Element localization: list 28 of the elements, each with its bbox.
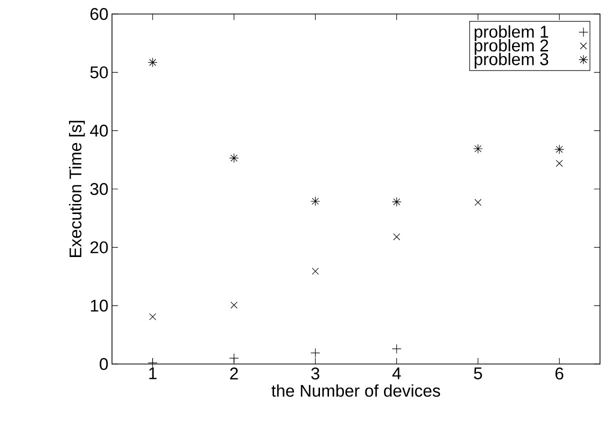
point [554, 144, 564, 154]
y-tick-label: 20 [90, 241, 108, 254]
y-tick-label: 40 [90, 124, 108, 137]
y-tick-label: 50 [90, 66, 108, 78]
point [312, 268, 319, 275]
x-tick-label: 1 [149, 368, 157, 380]
point [473, 144, 483, 154]
y-axis-title: Execution Time [s] [69, 120, 85, 257]
point [229, 153, 239, 163]
y-tick-label: 10 [90, 300, 108, 312]
legend-label: problem 3 [474, 52, 548, 69]
point [556, 160, 563, 167]
y-tick-label: 30 [90, 183, 108, 196]
point [474, 198, 482, 206]
x-tick-label: 2 [230, 368, 238, 380]
point [148, 58, 158, 68]
x-tick-label: 5 [474, 368, 482, 380]
x-tick-label: 6 [555, 368, 564, 380]
point [230, 302, 238, 309]
point [149, 313, 156, 320]
y-tick-label: 60 [90, 8, 108, 20]
x-tick-label: 3 [311, 368, 320, 380]
point [393, 233, 400, 240]
x-tick-label: 4 [392, 368, 401, 380]
x-axis-title: the Number of devices [272, 384, 440, 397]
point [310, 196, 320, 206]
y-tick-label: 0 [100, 358, 108, 370]
point [392, 197, 402, 207]
